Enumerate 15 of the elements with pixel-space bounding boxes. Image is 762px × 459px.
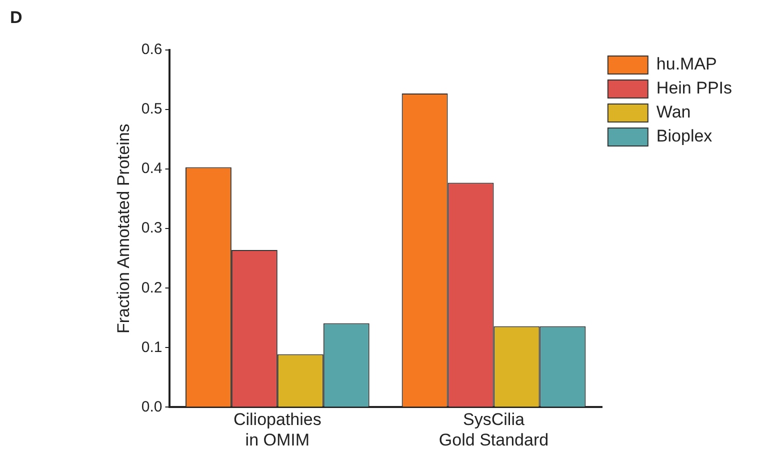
y-tick-label: 0.0: [141, 398, 162, 416]
text: D: [10, 8, 22, 28]
y-axis-title: Fraction Annotated Proteins: [114, 124, 133, 334]
y-tick-label: 0.3: [141, 220, 162, 237]
x-tick-label: SysCilia Gold Standard: [438, 410, 549, 450]
legend-label: hu.MAP: [656, 54, 717, 74]
y-tick-label: 0.4: [141, 160, 162, 178]
y-tick-label: 0.2: [141, 279, 162, 296]
legend-label: Bioplex: [656, 126, 713, 146]
x-tick-label: Ciliopathies in OMIM: [233, 410, 322, 450]
y-tick-label: 0.6: [141, 41, 162, 58]
legend-label: Hein PPIs: [656, 78, 732, 98]
y-tick-label: 0.1: [141, 338, 162, 356]
y-tick-label: 0.5: [141, 100, 162, 118]
legend-label: Wan: [656, 102, 691, 122]
